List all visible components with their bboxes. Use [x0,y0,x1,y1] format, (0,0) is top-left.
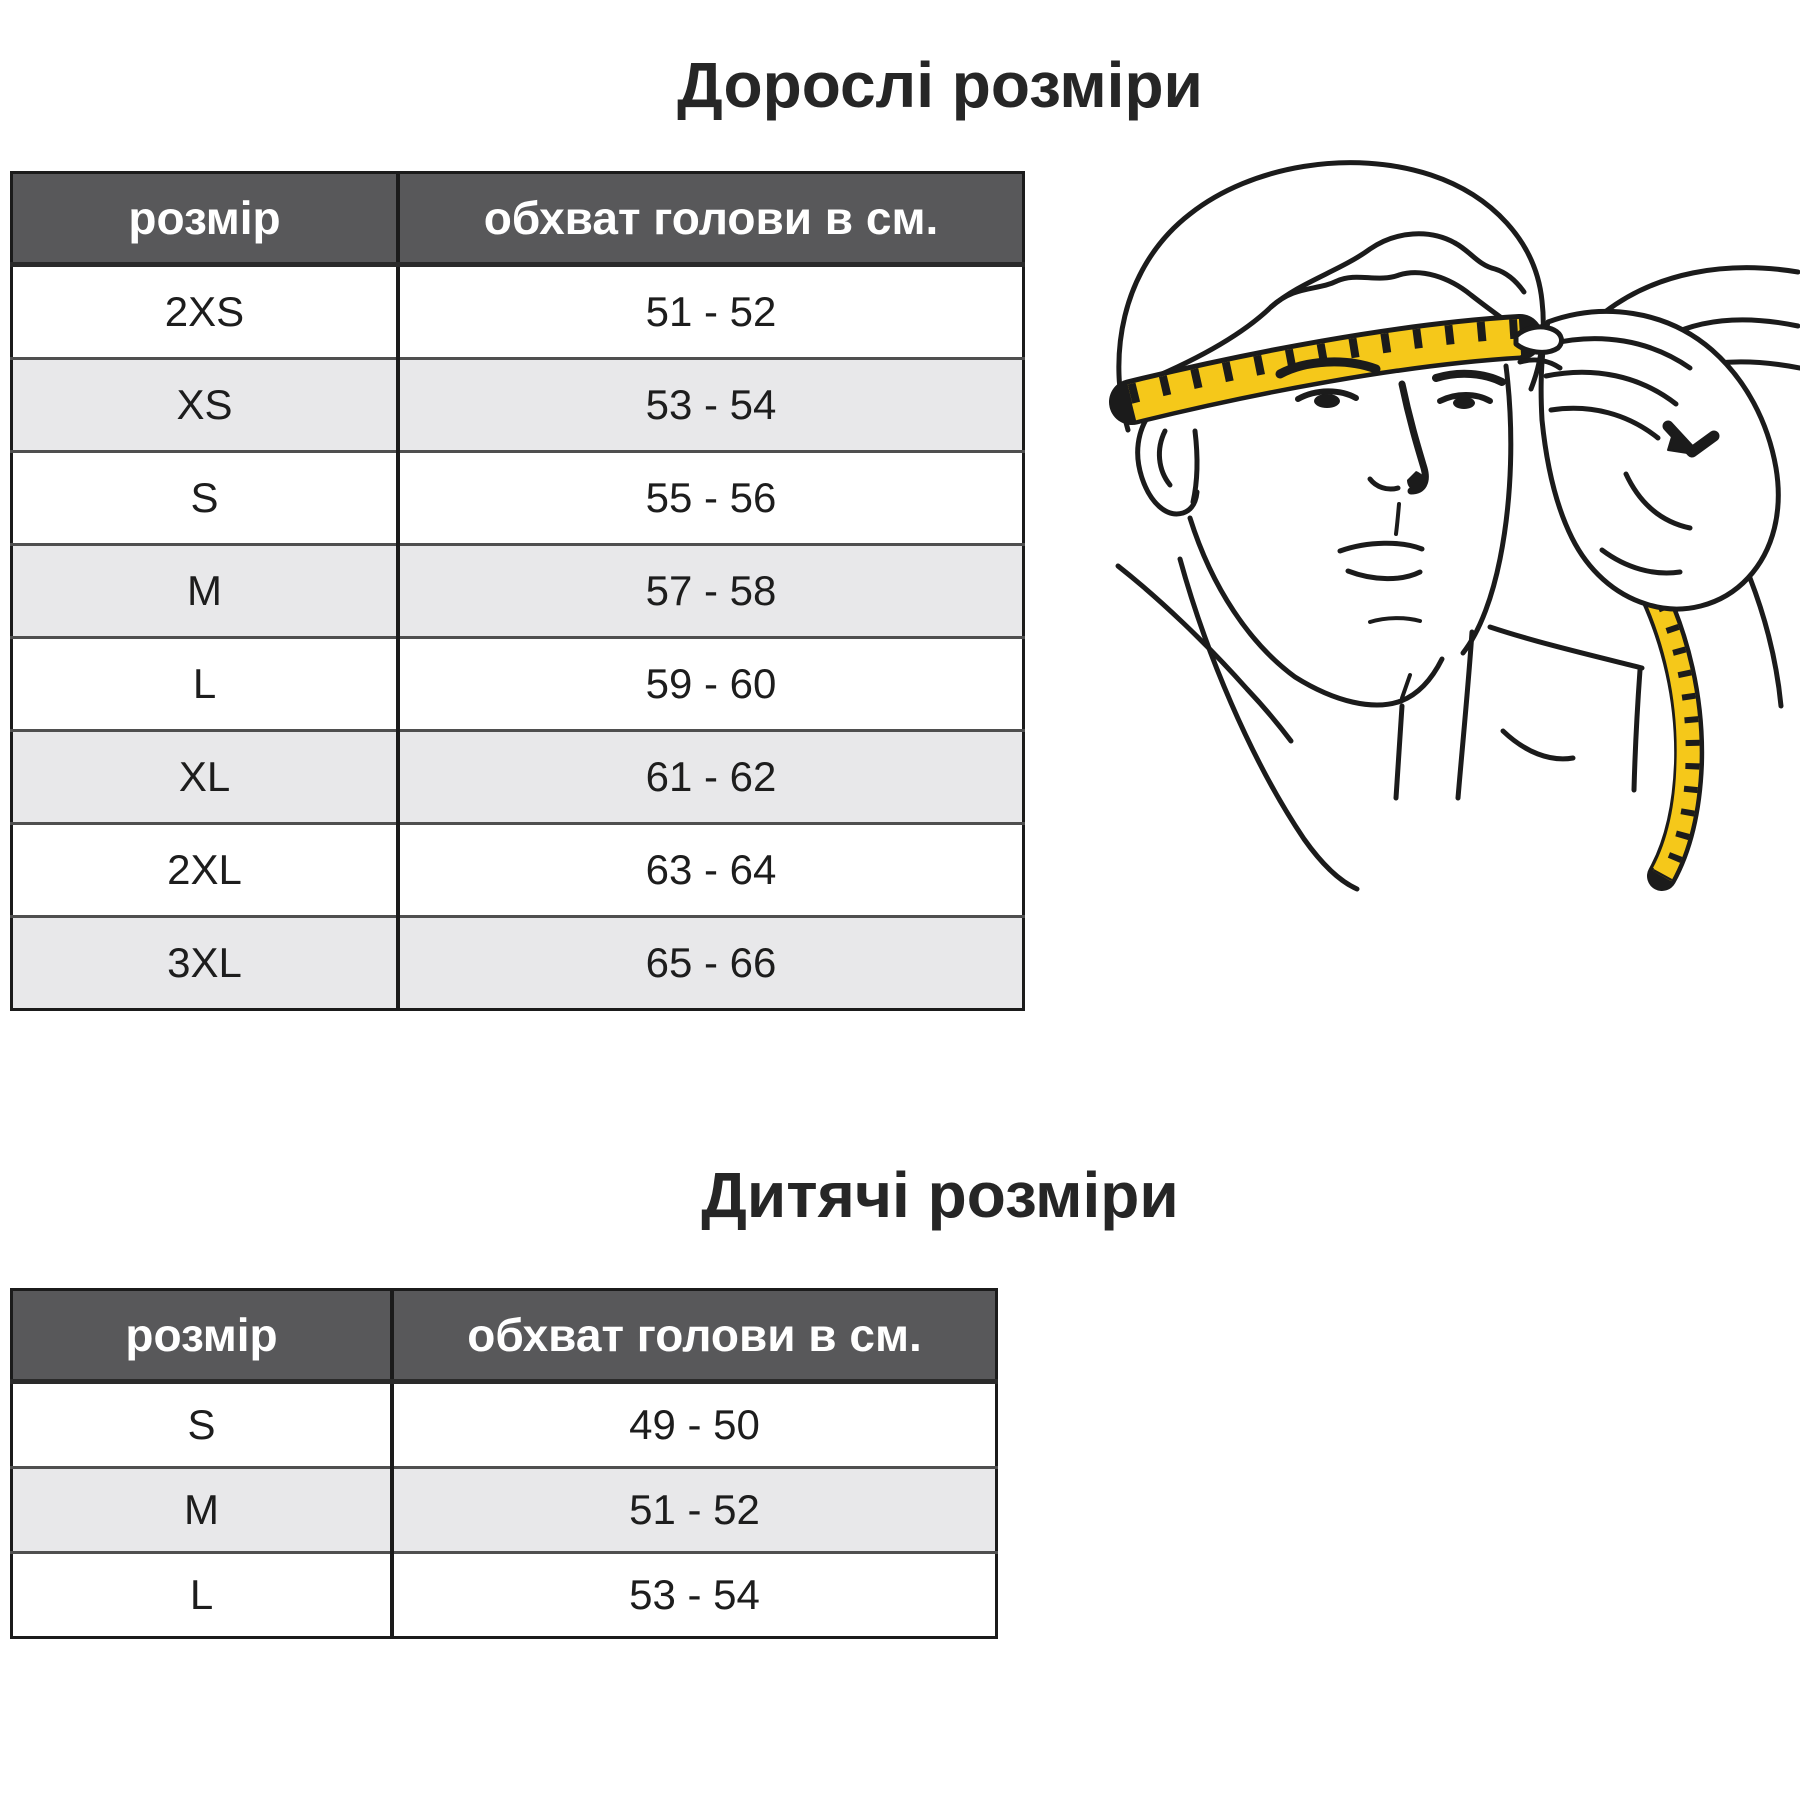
measuring-tape-tail [1635,570,1705,891]
size-cell: L [11,636,398,731]
table-row: 3XL 65 - 66 [11,915,1024,1010]
children-header-size: розмір [11,1289,392,1384]
size-cell: 2XS [11,263,398,359]
table-row: XS 53 - 54 [11,357,1024,452]
size-cell: XL [11,729,398,824]
range-cell: 55 - 56 [396,450,1024,545]
table-row: XL 61 - 62 [11,729,1024,824]
range-cell: 53 - 54 [396,357,1024,452]
table-row: M 51 - 52 [11,1466,997,1553]
size-cell: M [11,1466,392,1553]
adult-sizes-title: Дорослі розміри [677,49,1203,121]
face-features [1275,357,1506,700]
table-row: 2XL 63 - 64 [11,822,1024,917]
range-cell: 49 - 50 [390,1380,997,1468]
size-cell: S [11,450,398,545]
range-cell: 53 - 54 [390,1551,997,1638]
range-cell: 65 - 66 [396,915,1024,1010]
size-cell: S [11,1380,392,1468]
range-cell: 51 - 52 [396,263,1024,359]
children-header-circumference: обхват голови в см. [390,1289,997,1384]
adult-size-table: розмір обхват голови в см. 2XS 51 - 52 X… [10,171,1025,1011]
head-measurement-illustration [1109,160,1800,892]
range-cell: 63 - 64 [396,822,1024,917]
table-row: L 53 - 54 [11,1551,997,1638]
size-cell: M [11,543,398,638]
adult-table-header-row: розмір обхват голови в см. [11,172,1024,267]
table-row: 2XS 51 - 52 [11,263,1024,359]
children-size-table: розмір обхват голови в см. S 49 - 50 M 5… [10,1288,998,1639]
range-cell: 61 - 62 [396,729,1024,824]
adult-header-circumference: обхват голови в см. [396,172,1024,267]
table-row: L 59 - 60 [11,636,1024,731]
range-cell: 57 - 58 [396,543,1024,638]
size-cell: XS [11,357,398,452]
size-cell: 3XL [11,915,398,1010]
table-row: M 57 - 58 [11,543,1024,638]
range-cell: 59 - 60 [396,636,1024,731]
hand [1513,308,1781,612]
children-sizes-title: Дитячі розміри [701,1159,1179,1231]
head [1115,160,1645,892]
table-row: S 55 - 56 [11,450,1024,545]
range-cell: 51 - 52 [390,1466,997,1553]
size-cell: 2XL [11,822,398,917]
adult-header-size: розмір [11,172,398,267]
children-table-header-row: розмір обхват голови в см. [11,1289,997,1384]
table-row: S 49 - 50 [11,1380,997,1468]
size-cell: L [11,1551,392,1638]
